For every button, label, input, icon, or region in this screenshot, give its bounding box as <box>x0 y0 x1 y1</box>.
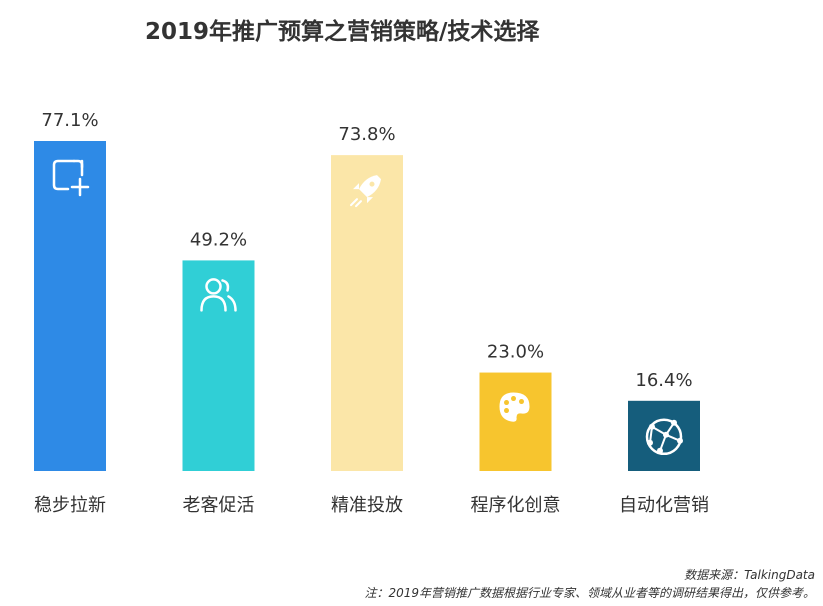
value-label: 77.1% <box>41 110 98 131</box>
footnote: 注：2019年营销推广数据根据行业专家、领域从业者等的调研结果得出，仅供参考。 <box>364 586 815 600</box>
add-square-icon <box>52 159 90 197</box>
icons-layer <box>52 159 683 456</box>
bar-4 <box>479 372 552 471</box>
category-label: 稳步拉新 <box>34 495 106 516</box>
bar-3 <box>331 155 403 471</box>
bar-1 <box>34 141 106 471</box>
network-globe-icon <box>645 418 683 456</box>
chart-title: 2019年推广预算之营销策略/技术选择 <box>145 19 540 45</box>
rocket-icon <box>350 175 381 208</box>
bars-layer <box>34 141 700 471</box>
value-label: 73.8% <box>338 124 395 145</box>
category-label: 精准投放 <box>331 495 403 516</box>
value-label: 16.4% <box>635 370 692 391</box>
value-label: 23.0% <box>487 342 544 363</box>
category-label: 程序化创意 <box>471 495 561 516</box>
category-label: 自动化营销 <box>619 495 709 516</box>
source-note: 数据来源：TalkingData <box>684 568 815 582</box>
bar-2 <box>182 260 255 471</box>
labels-layer: 77.1% 稳步拉新 49.2% 老客促活 73.8% 精准投放 23.0% 程序化创意 16.… <box>34 110 709 516</box>
palette-icon <box>499 392 530 422</box>
value-label: 49.2% <box>190 229 247 250</box>
category-label: 老客促活 <box>183 495 255 516</box>
users-icon <box>200 278 237 312</box>
